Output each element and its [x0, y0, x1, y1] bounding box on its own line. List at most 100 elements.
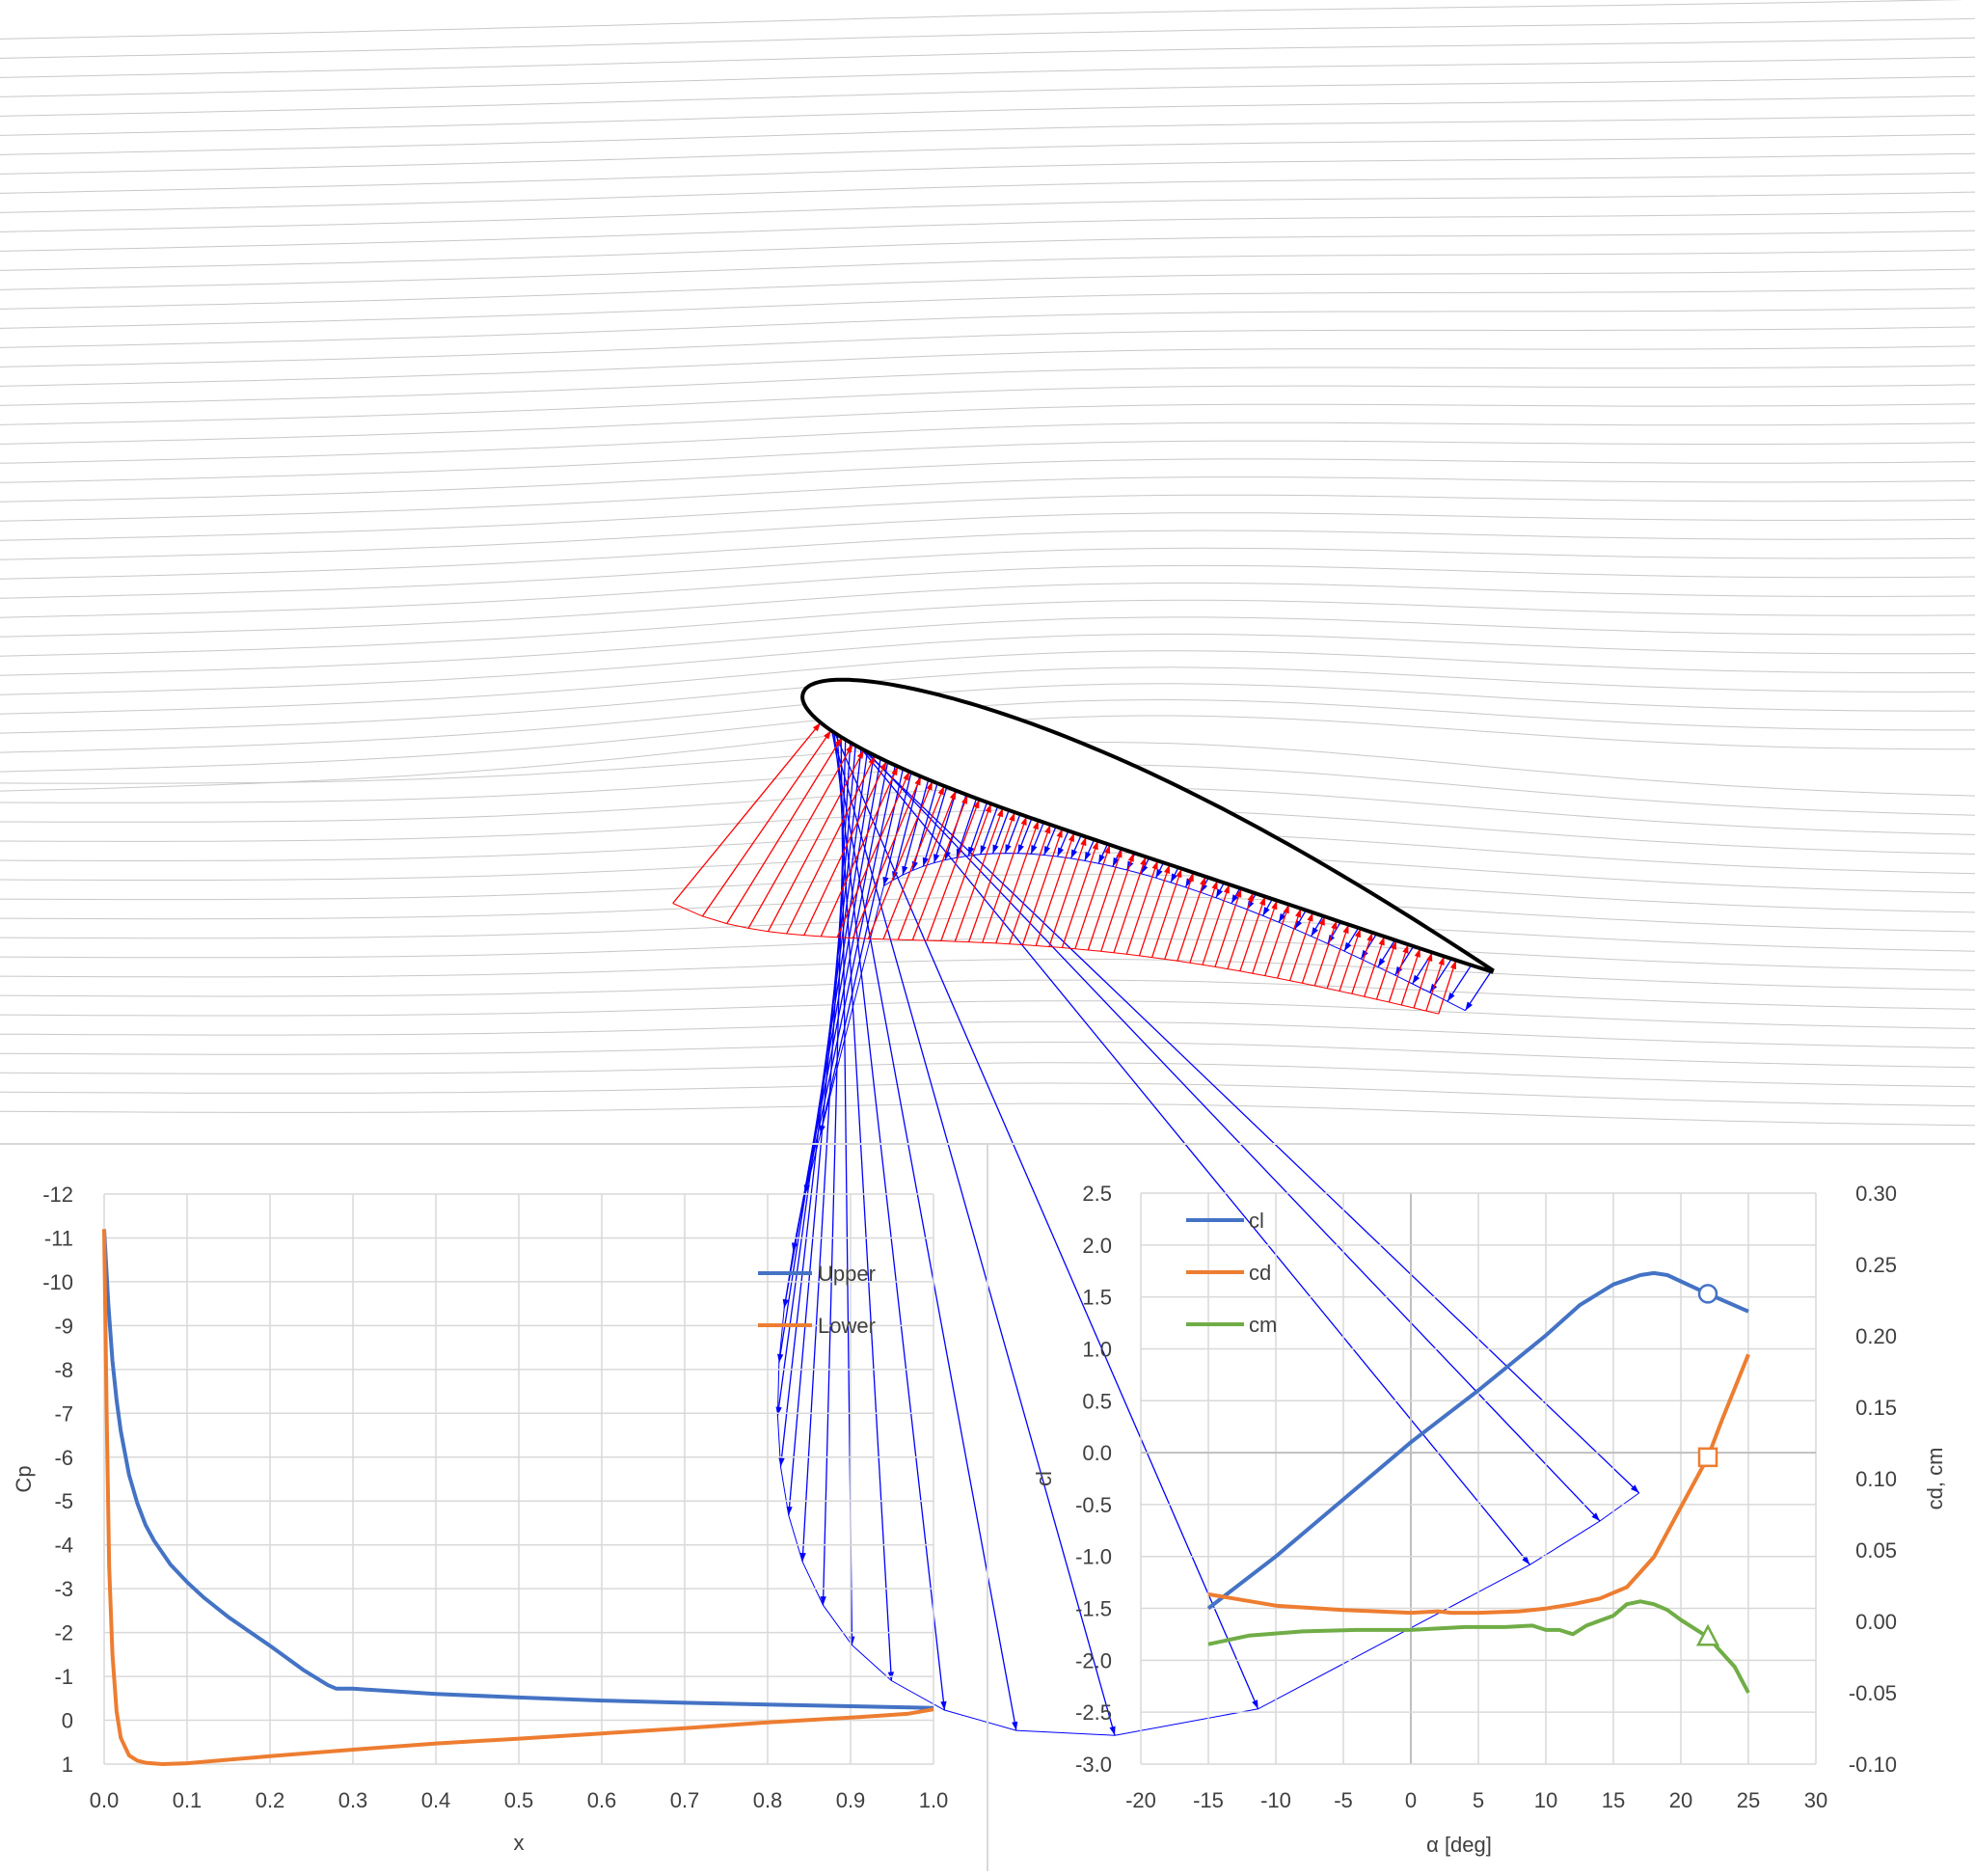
streamline: [0, 17, 1975, 59]
streamline: [0, 895, 1975, 933]
lower-pressure-vector: [1277, 908, 1302, 979]
upper-pressure-envelope: [776, 853, 1639, 1736]
streamline: [0, 403, 1975, 445]
vector-arrowhead: [891, 766, 898, 776]
polar-y2-tick-label: -0.05: [1849, 1681, 1897, 1705]
lower-pressure-vector: [1035, 832, 1075, 946]
vector-arrowhead: [1031, 844, 1038, 855]
lower-pressure-vector: [836, 771, 910, 938]
vector-arrowhead: [1283, 904, 1289, 914]
cp-y-tick-label: -6: [54, 1446, 73, 1470]
polar-y-tick-label: -3.0: [1075, 1753, 1112, 1777]
lower-pressure-vector: [1009, 824, 1051, 944]
cp-y-tick-label: -8: [54, 1358, 73, 1382]
cp-y-tick-label: 0: [62, 1709, 73, 1733]
lower-pressure-vector: [767, 749, 865, 933]
polar-x-tick-label: -5: [1334, 1788, 1353, 1812]
streamline: [0, 698, 1975, 773]
lower-pressure-vector: [1202, 884, 1231, 965]
vector-arrowhead: [1140, 856, 1147, 866]
streamline: [0, 547, 1975, 599]
vector-arrowhead: [980, 845, 987, 855]
streamline: [0, 249, 1975, 290]
lower-pressure-vector: [1301, 915, 1326, 984]
vector-arrowhead: [1342, 924, 1349, 935]
lower-pressure-vector: [1339, 928, 1362, 992]
vector-arrowhead: [1112, 856, 1120, 867]
vector-arrowhead: [940, 1700, 947, 1710]
vector-arrowhead: [868, 755, 876, 765]
lower-pressure-vector: [967, 811, 1015, 942]
vector-arrowhead: [1262, 907, 1270, 916]
polar-y-tick-label: 0.0: [1082, 1441, 1112, 1465]
streamline: [0, 476, 1975, 522]
vector-arrowhead: [914, 776, 921, 786]
polar-y-tick-label: 2.5: [1082, 1182, 1112, 1206]
vector-arrowhead: [1116, 849, 1123, 858]
vector-arrowhead: [1307, 912, 1313, 922]
vector-arrowhead: [902, 865, 908, 876]
lower-pressure-vector: [897, 790, 957, 940]
vector-arrowhead: [961, 795, 968, 804]
upper-pressure-vector: [792, 686, 904, 1252]
vector-arrowhead: [985, 803, 991, 813]
streamline: [0, 56, 1975, 97]
upper-pressure-vector: [827, 680, 946, 1711]
vector-arrowhead: [996, 807, 1003, 818]
vector-arrowhead: [1465, 1001, 1473, 1011]
lower-pressure-vector: [911, 795, 968, 940]
vector-arrowhead: [1104, 844, 1111, 855]
legend-label-cd: cd: [1249, 1261, 1271, 1285]
vector-arrowhead: [1318, 916, 1325, 926]
vector-arrowhead: [1012, 1721, 1018, 1731]
streamline: [0, 938, 1975, 971]
vector-arrowhead: [846, 744, 853, 753]
vector-arrowhead: [1043, 846, 1051, 856]
upper-pressure-vector: [817, 682, 1116, 1736]
streamline: [0, 133, 1975, 175]
streamline: [0, 230, 1975, 271]
lower-pressure-vector: [1074, 844, 1111, 949]
polar-x-tick-label: -10: [1260, 1788, 1291, 1812]
lower-pressure-vector: [1375, 939, 1397, 1000]
vector-arrowhead: [882, 876, 889, 886]
streamline: [0, 268, 1975, 310]
cp-y-tick-label: -2: [54, 1621, 73, 1645]
vector-arrowhead: [1271, 900, 1278, 911]
lower-pressure-vector: [1364, 936, 1386, 997]
vector-arrowhead: [1377, 958, 1386, 967]
polar-y2-tick-label: 0.25: [1855, 1253, 1897, 1277]
legend-label-cm: cm: [1249, 1313, 1277, 1337]
vector-arrowhead: [968, 846, 975, 856]
polar-y-tick-label: 0.5: [1082, 1389, 1112, 1413]
streamline: [0, 494, 1975, 541]
streamline: [0, 1020, 1975, 1049]
cp-x-tick-label: 0.0: [90, 1788, 120, 1812]
streamline: [0, 287, 1975, 329]
cp-x-tick-label: 0.2: [256, 1788, 285, 1812]
cp-y-tick-label: -5: [54, 1489, 73, 1513]
polar-y-tick-label: -0.5: [1075, 1493, 1112, 1517]
cp-y-tick-label: -1: [54, 1665, 73, 1689]
streamline: [0, 958, 1975, 991]
vector-arrowhead: [1223, 884, 1230, 894]
marker-cl-circle: [1697, 1284, 1718, 1304]
cp-x-tick-label: 0.3: [338, 1788, 368, 1812]
lower-pressure-vector: [1100, 852, 1135, 952]
vector-arrowhead: [1259, 896, 1265, 906]
vector-arrowhead: [1009, 812, 1015, 822]
upper-pressure-vector: [801, 680, 855, 1563]
polar-y2-tick-label: 0.00: [1855, 1610, 1897, 1634]
lower-pressure-vector: [1125, 860, 1159, 955]
lower-pressure-vector: [1227, 892, 1255, 969]
polar-y2-tick-label: 0.05: [1855, 1538, 1897, 1563]
polar-y2-tick-label: 0.20: [1855, 1324, 1897, 1348]
streamline: [0, 440, 1975, 483]
vector-arrowhead: [937, 785, 944, 796]
cp-series-upper: [102, 1229, 934, 1710]
lower-pressure-vector: [701, 729, 832, 917]
vector-arrowhead: [1070, 849, 1078, 858]
vector-arrowhead: [1005, 844, 1012, 854]
vector-arrowhead: [922, 856, 929, 867]
flow-field-panel: [0, 0, 1975, 1736]
